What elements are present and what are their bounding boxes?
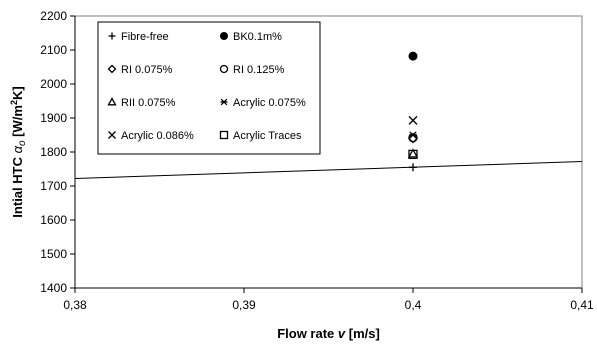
legend-marker-x bbox=[108, 131, 116, 139]
data-point-triangle bbox=[407, 148, 419, 158]
legend-label: Acrylic 0.086% bbox=[121, 130, 194, 142]
x-tick-label: 0,41 bbox=[570, 298, 594, 312]
legend-marker-filled-circle bbox=[220, 32, 228, 40]
legend-marker-diamond bbox=[107, 64, 117, 74]
data-point-plus bbox=[409, 163, 417, 172]
data-point-square bbox=[408, 149, 418, 160]
y-tick-label: 1900 bbox=[40, 111, 67, 125]
y-tick-label: 2100 bbox=[40, 43, 67, 57]
legend-marker-triangle bbox=[107, 97, 117, 106]
legend-box bbox=[97, 21, 321, 155]
data-point-filled-circle bbox=[408, 51, 418, 61]
legend-label: RII 0.075% bbox=[121, 97, 176, 109]
legend-marker-plus bbox=[108, 32, 116, 40]
y-tick-label: 1500 bbox=[40, 247, 67, 261]
legend-marker-circle bbox=[219, 64, 229, 74]
trend-line-layer bbox=[74, 161, 583, 180]
y-tick-label: 2200 bbox=[40, 9, 67, 23]
legend-label: RI 0.125% bbox=[233, 64, 285, 76]
x-axis-title: Flow rate v [m/s] bbox=[277, 326, 380, 341]
x-tick-label: 0,38 bbox=[63, 298, 87, 312]
axes: 1400 1500 1600 1700 1800 1900 2000 2100 2200 0,38… bbox=[40, 9, 594, 312]
y-tick-label: 1800 bbox=[40, 145, 67, 159]
legend-marker-square bbox=[219, 130, 229, 140]
legend-label: Acrylic Traces bbox=[233, 130, 302, 142]
y-tick-label: 1400 bbox=[40, 281, 67, 295]
y-tick-label: 1600 bbox=[40, 213, 67, 227]
data-point-circle bbox=[408, 133, 418, 143]
x-tick-label: 0,4 bbox=[405, 298, 422, 312]
legend-label: BK0.1m% bbox=[233, 31, 282, 43]
legend-label: RI 0.075% bbox=[121, 64, 173, 76]
y-tick-label: 1700 bbox=[40, 179, 67, 193]
data-point-x bbox=[408, 115, 418, 125]
x-tick-label: 0,39 bbox=[232, 298, 256, 312]
y-axis-title: Intial HTC αo [W/m2K] bbox=[9, 86, 28, 217]
legend-label: Acrylic 0.075% bbox=[233, 97, 306, 109]
data-point-asterisk bbox=[409, 131, 417, 139]
legend-marker-asterisk bbox=[220, 98, 228, 106]
marker-layer bbox=[407, 51, 419, 172]
legend-label: Fibre-free bbox=[121, 31, 169, 43]
y-tick-label: 2000 bbox=[40, 77, 67, 91]
trend-line bbox=[74, 161, 583, 180]
legend: Fibre-free BK0.1m% RI 0.075% RI 0.125% RII 0… bbox=[97, 21, 321, 155]
